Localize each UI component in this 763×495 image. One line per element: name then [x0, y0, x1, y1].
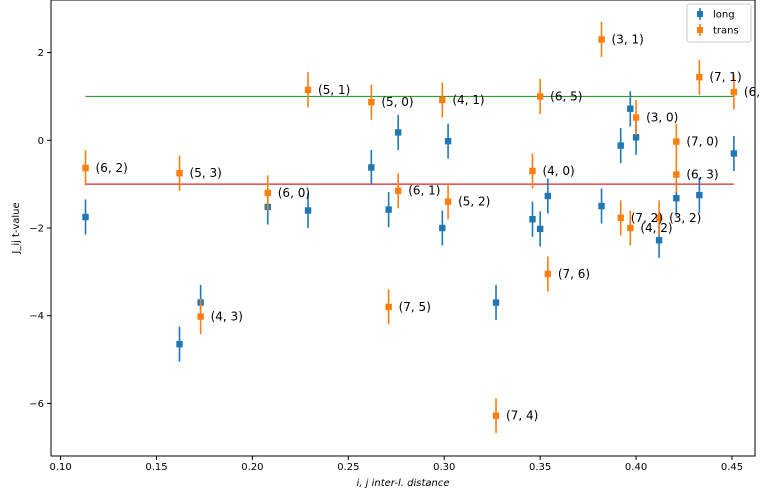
x-tick-label: 0.40 [625, 462, 647, 473]
long-point [304, 207, 312, 214]
point-label: (7, 5) [399, 300, 431, 314]
x-tick-label: 0.15 [145, 462, 167, 473]
long-point [730, 150, 738, 157]
x-tick-label: 0.20 [241, 462, 263, 473]
y-tick-label: −2 [29, 224, 44, 235]
point-label: (7, 6) [558, 267, 590, 281]
legend-label-long: long [713, 10, 735, 21]
long-point [444, 137, 452, 145]
long-point [696, 191, 703, 199]
point-label: (7, 4) [506, 409, 538, 423]
x-axis-label: i, j inter-l. distance [357, 478, 450, 489]
point-label: (6, 5) [550, 89, 582, 103]
long-point [176, 340, 183, 348]
trans-point [304, 86, 312, 94]
trans-point [673, 171, 680, 178]
trans-point [264, 189, 271, 197]
point-label: (3, 0) [646, 111, 678, 125]
long-point [492, 299, 500, 306]
trans-point [598, 36, 605, 43]
trans-point [197, 313, 204, 320]
legend-swatch-trans [697, 27, 703, 33]
trans-point [439, 96, 446, 104]
y-tick-label: −6 [29, 399, 44, 410]
trans-point [632, 114, 640, 121]
point-label: (4, 1) [452, 93, 484, 107]
point-label: (3, 2) [669, 211, 701, 225]
trans-point [395, 187, 402, 194]
trans-point [730, 88, 738, 96]
point-label: (4, 0) [542, 164, 574, 178]
x-tick-label: 0.25 [337, 462, 359, 473]
point-label: (5, 3) [190, 166, 222, 180]
long-point [368, 164, 375, 171]
point-label: (7, 1) [709, 70, 741, 84]
point-label: (5, 1) [318, 83, 350, 97]
reference-lines [85, 95, 734, 185]
y-tick-label: 2 [38, 48, 44, 59]
point-label: (6, 4) [744, 85, 763, 99]
axis-ticks: 0.10 0.15 0.20 0.25 0.30 0.35 0.40 0.45 −6 −4 −2 0 2 [29, 48, 743, 473]
point-label: (6, 0) [278, 186, 310, 200]
long-point [529, 216, 536, 223]
trans-point [536, 93, 544, 100]
point-label: (7, 2) [631, 211, 663, 225]
point-label: (4, 3) [211, 310, 243, 324]
trans-point [385, 303, 392, 311]
y-tick-label: 0 [38, 136, 44, 147]
point-label: (6, 2) [96, 161, 128, 175]
long-point [536, 225, 544, 233]
data-points [82, 21, 738, 434]
point-label: (6, 3) [686, 168, 718, 182]
point-label: (7, 0) [686, 135, 718, 149]
y-axis-label: J_ij t-value [11, 202, 22, 254]
trans-point [627, 224, 634, 232]
x-tick-label: 0.45 [721, 462, 743, 473]
long-point [673, 194, 680, 202]
long-point [617, 142, 624, 149]
point-label: (6, 1) [408, 184, 440, 198]
long-point [544, 192, 552, 200]
point-label: (4, 2) [640, 221, 672, 235]
long-point [395, 129, 402, 136]
trans-point [617, 214, 624, 222]
legend-label-trans: trans [713, 26, 739, 37]
legend-swatch-long [697, 11, 703, 17]
long-point [627, 105, 634, 112]
trans-point [368, 98, 375, 106]
point-label: (3, 1) [612, 32, 644, 46]
point-label: (5, 2) [458, 195, 490, 209]
legend: long trans [686, 3, 752, 43]
trans-point [544, 270, 552, 278]
long-point [655, 237, 663, 244]
point-labels: (6, 2) (5, 3) (4, 3) (6, 0) (5, 1) (5, 0) (7, … [96, 32, 763, 422]
long-point [385, 206, 392, 213]
trans-point [82, 164, 89, 172]
x-tick-label: 0.10 [49, 462, 71, 473]
trans-point [673, 138, 680, 145]
trans-point [696, 73, 703, 81]
long-point [82, 213, 89, 221]
long-point [439, 224, 446, 232]
x-tick-label: 0.30 [433, 462, 455, 473]
trans-point [492, 412, 500, 419]
trans-point [176, 169, 183, 177]
point-label: (5, 0) [381, 95, 413, 109]
trans-point [529, 167, 536, 175]
y-tick-label: −4 [29, 311, 44, 322]
long-point [598, 202, 605, 210]
trans-point [444, 198, 452, 205]
long-point [632, 134, 640, 141]
trans-point [655, 214, 663, 222]
x-tick-label: 0.35 [529, 462, 551, 473]
